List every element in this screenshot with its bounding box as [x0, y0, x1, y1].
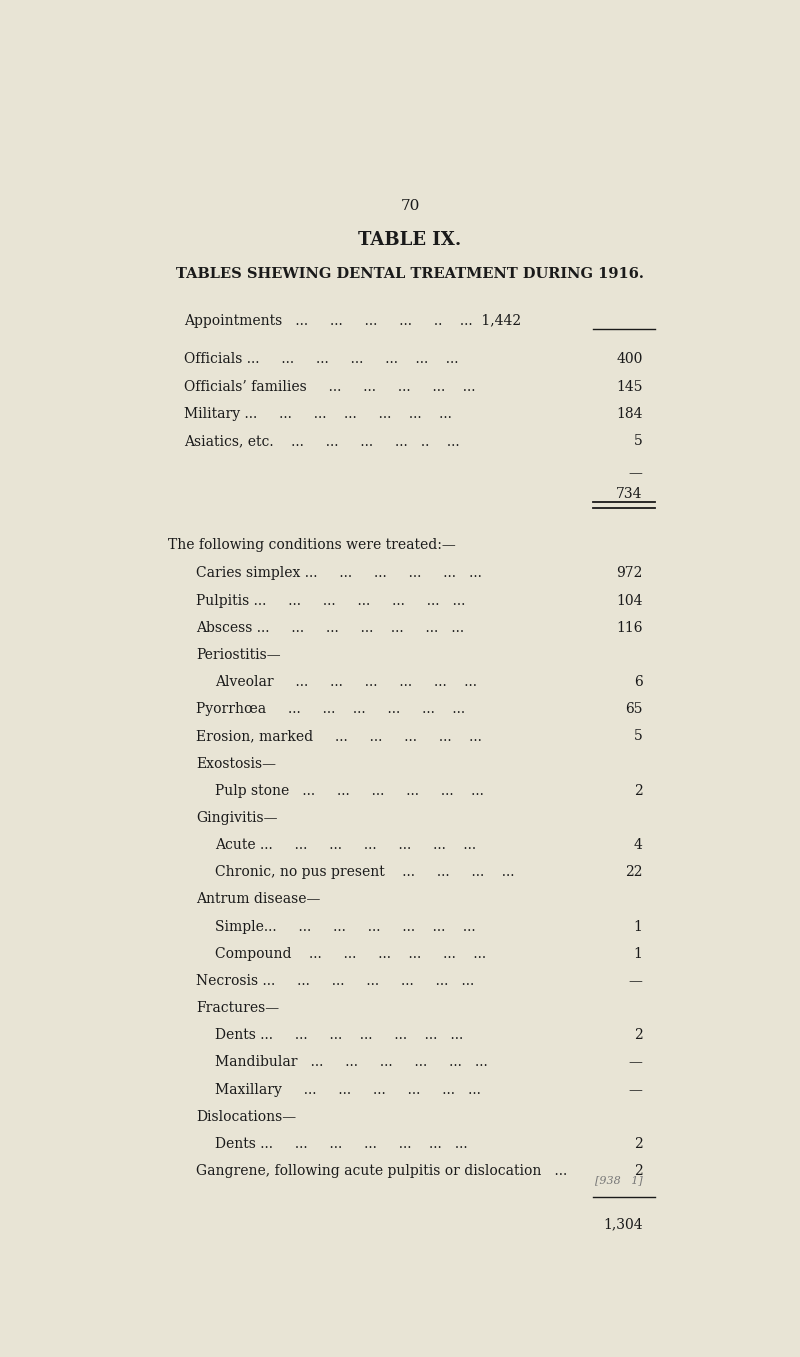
- Text: 1,304: 1,304: [603, 1217, 642, 1231]
- Text: 184: 184: [616, 407, 642, 421]
- Text: Dislocations—: Dislocations—: [196, 1110, 296, 1124]
- Text: 4: 4: [634, 839, 642, 852]
- Text: Dents ...     ...     ...    ...     ...    ...   ...: Dents ... ... ... ... ... ... ...: [214, 1029, 463, 1042]
- Text: Military ...     ...     ...    ...     ...    ...    ...: Military ... ... ... ... ... ... ...: [184, 407, 451, 421]
- Text: 5: 5: [634, 730, 642, 744]
- Text: [938   1]: [938 1]: [594, 1175, 642, 1185]
- Text: 1: 1: [634, 920, 642, 934]
- Text: Asiatics, etc.    ...     ...     ...     ...   ..    ...: Asiatics, etc. ... ... ... ... .. ...: [184, 434, 459, 448]
- Text: Chronic, no pus present    ...     ...     ...    ...: Chronic, no pus present ... ... ... ...: [214, 866, 514, 879]
- Text: Acute ...     ...     ...     ...     ...     ...    ...: Acute ... ... ... ... ... ... ...: [214, 839, 476, 852]
- Text: Gangrene, following acute pulpitis or dislocation   ...: Gangrene, following acute pulpitis or di…: [196, 1164, 567, 1178]
- Text: 6: 6: [634, 676, 642, 689]
- Text: Caries simplex ...     ...     ...     ...     ...   ...: Caries simplex ... ... ... ... ... ...: [196, 566, 482, 581]
- Text: 2: 2: [634, 784, 642, 798]
- Text: 65: 65: [625, 703, 642, 716]
- Text: Officials’ families     ...     ...     ...     ...    ...: Officials’ families ... ... ... ... ...: [184, 380, 475, 394]
- Text: Erosion, marked     ...     ...     ...     ...    ...: Erosion, marked ... ... ... ... ...: [196, 730, 482, 744]
- Text: Pulpitis ...     ...     ...     ...     ...     ...   ...: Pulpitis ... ... ... ... ... ... ...: [196, 593, 466, 608]
- Text: Fractures—: Fractures—: [196, 1001, 279, 1015]
- Text: 145: 145: [616, 380, 642, 394]
- Text: 116: 116: [616, 620, 642, 635]
- Text: 2: 2: [634, 1029, 642, 1042]
- Text: 734: 734: [616, 487, 642, 501]
- Text: Dents ...     ...     ...     ...     ...    ...   ...: Dents ... ... ... ... ... ... ...: [214, 1137, 467, 1151]
- Text: Simple...     ...     ...     ...     ...    ...    ...: Simple... ... ... ... ... ... ...: [214, 920, 475, 934]
- Text: 104: 104: [616, 593, 642, 608]
- Text: Gingivitis—: Gingivitis—: [196, 811, 278, 825]
- Text: Pyorrhœa     ...     ...    ...     ...     ...    ...: Pyorrhœa ... ... ... ... ... ...: [196, 703, 466, 716]
- Text: Necrosis ...     ...     ...     ...     ...     ...   ...: Necrosis ... ... ... ... ... ... ...: [196, 974, 474, 988]
- Text: Officials ...     ...     ...     ...     ...    ...    ...: Officials ... ... ... ... ... ... ...: [184, 353, 458, 366]
- Text: —: —: [629, 974, 642, 988]
- Text: Periostitis—: Periostitis—: [196, 649, 281, 662]
- Text: —: —: [629, 467, 642, 480]
- Text: Pulp stone   ...     ...     ...     ...     ...    ...: Pulp stone ... ... ... ... ... ...: [214, 784, 483, 798]
- Text: Exostosis—: Exostosis—: [196, 757, 276, 771]
- Text: Alveolar     ...     ...     ...     ...     ...    ...: Alveolar ... ... ... ... ... ...: [214, 676, 477, 689]
- Text: 70: 70: [400, 199, 420, 213]
- Text: Mandibular   ...     ...     ...     ...     ...   ...: Mandibular ... ... ... ... ... ...: [214, 1056, 487, 1069]
- Text: 972: 972: [616, 566, 642, 581]
- Text: Maxillary     ...     ...     ...     ...     ...   ...: Maxillary ... ... ... ... ... ...: [214, 1083, 481, 1096]
- Text: Antrum disease—: Antrum disease—: [196, 893, 321, 906]
- Text: TABLE IX.: TABLE IX.: [358, 231, 462, 248]
- Text: 400: 400: [616, 353, 642, 366]
- Text: Compound    ...     ...     ...    ...     ...    ...: Compound ... ... ... ... ... ...: [214, 947, 486, 961]
- Text: —: —: [629, 1083, 642, 1096]
- Text: TABLES SHEWING DENTAL TREATMENT DURING 1916.: TABLES SHEWING DENTAL TREATMENT DURING 1…: [176, 267, 644, 281]
- Text: —: —: [629, 1056, 642, 1069]
- Text: Abscess ...     ...     ...     ...    ...     ...   ...: Abscess ... ... ... ... ... ... ...: [196, 620, 464, 635]
- Text: The following conditions were treated:—: The following conditions were treated:—: [168, 537, 456, 552]
- Text: 2: 2: [634, 1137, 642, 1151]
- Text: 5: 5: [634, 434, 642, 448]
- Text: Appointments   ...     ...     ...     ...     ..    ...  1,442: Appointments ... ... ... ... .. ... 1,44…: [184, 315, 521, 328]
- Text: 1: 1: [634, 947, 642, 961]
- Text: 2: 2: [634, 1164, 642, 1178]
- Text: 22: 22: [625, 866, 642, 879]
